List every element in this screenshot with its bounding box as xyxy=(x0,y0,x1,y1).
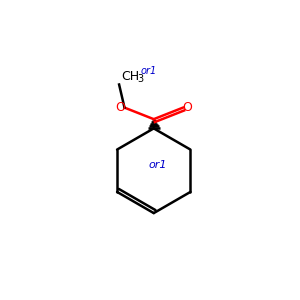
Text: O: O xyxy=(182,101,192,114)
Text: O: O xyxy=(116,101,126,114)
Text: 3: 3 xyxy=(137,74,143,84)
Text: or1: or1 xyxy=(148,160,167,170)
Text: or1: or1 xyxy=(140,66,157,76)
Text: CH: CH xyxy=(122,70,140,83)
